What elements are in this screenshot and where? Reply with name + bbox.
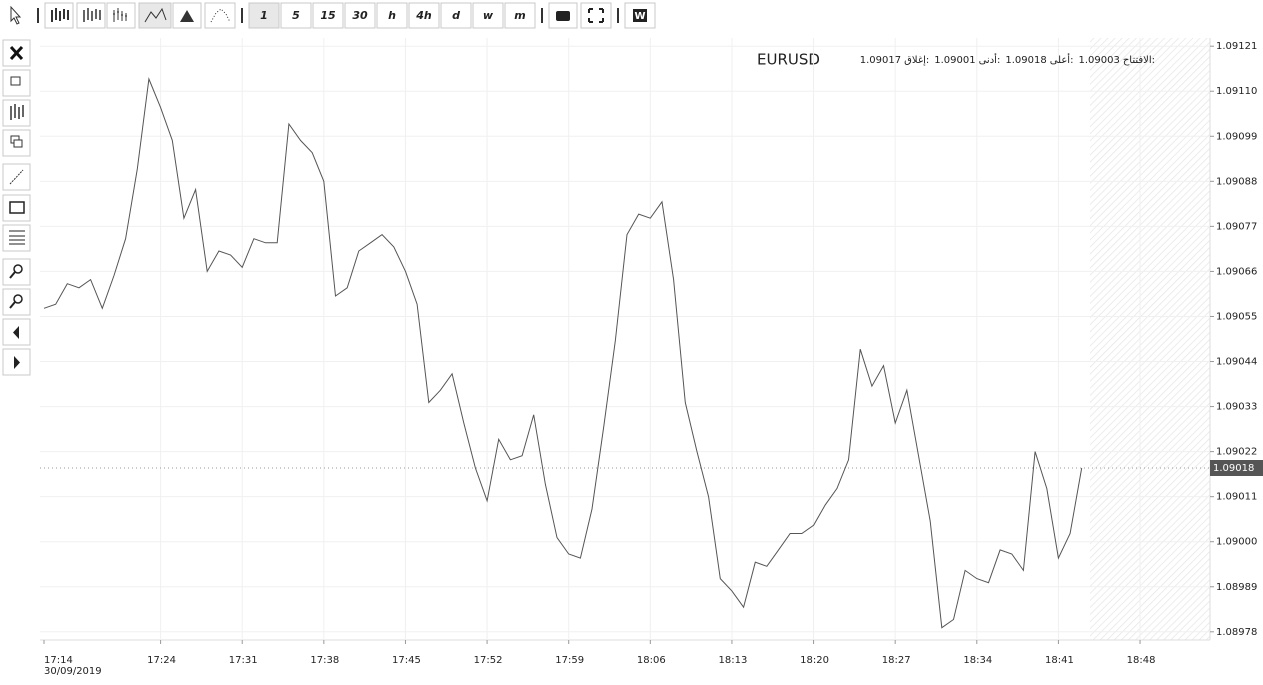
timeframe-label: 5 [292, 9, 300, 22]
y-tick-label: 1.09011 [1216, 492, 1257, 503]
y-tick-label: 1.09088 [1216, 176, 1257, 187]
icon [9, 271, 16, 279]
ohlc-value: 1.09018 [1005, 55, 1046, 66]
delete-button[interactable] [2, 39, 31, 67]
icon [9, 230, 25, 245]
x-tick-label: 17:52 [474, 655, 503, 666]
line-icon [144, 7, 167, 23]
x-tick-label: 17:59 [555, 655, 584, 666]
timeframe-label: 30 [352, 9, 368, 22]
remove-all-button[interactable] [2, 99, 31, 127]
y-tick-label: 1.09077 [1216, 221, 1257, 232]
x-tick-label: 17:38 [310, 655, 339, 666]
timeframe-button[interactable] [312, 2, 344, 29]
ohlc-value: 1.09003 [1078, 55, 1119, 66]
timeframe-button[interactable] [472, 2, 504, 29]
y-tick-label: 1.09044 [1216, 357, 1257, 368]
y-tick-label: 1.09099 [1216, 131, 1257, 142]
remove-select-button[interactable] [2, 69, 31, 97]
fullscreen-button[interactable] [580, 2, 612, 29]
candles-icon [51, 8, 69, 22]
x-tick-label: 17:14 [44, 655, 73, 666]
timeframe-label: 15 [320, 9, 336, 22]
x-tick-label: 18:48 [1127, 655, 1156, 666]
price-line [43, 77, 1083, 629]
future-area [1090, 38, 1210, 640]
timeframe-label: m [514, 9, 525, 22]
icon [13, 264, 23, 274]
hollow-candles-icon [83, 8, 101, 22]
symbol: EURUSD [757, 51, 820, 69]
icon [14, 356, 20, 369]
y-tick-label: 1.09055 [1216, 311, 1257, 322]
line-button[interactable] [138, 2, 172, 29]
icon [13, 294, 23, 304]
delete-icon [9, 45, 24, 61]
timeframe-label: d [452, 9, 460, 22]
x-tick-label: 18:27 [882, 655, 911, 666]
y-tick-label: 1.08978 [1216, 627, 1257, 638]
y-tick-label: 1.09033 [1216, 402, 1257, 413]
rectangle-button[interactable] [2, 194, 31, 222]
w-label: W [634, 11, 645, 22]
ohlc-label: أعلى: [1050, 53, 1074, 66]
x-tick-label: 18:20 [800, 655, 829, 666]
hollow-candles-button[interactable] [76, 2, 106, 29]
y-tick-label: 1.08989 [1216, 582, 1257, 593]
timeframe-button[interactable] [504, 2, 536, 29]
bars-icon [113, 8, 127, 22]
timeframe-button[interactable] [344, 2, 376, 29]
zoom-out-button[interactable] [2, 288, 31, 316]
x-tick-label: 18:34 [963, 655, 992, 666]
timeframe-label: 4h [415, 9, 432, 22]
dots-icon [210, 8, 231, 23]
last-price-label: 1.09018 [1213, 463, 1254, 474]
fib-button[interactable] [2, 224, 31, 252]
w-button[interactable] [624, 2, 656, 29]
icon [9, 201, 25, 214]
icon [10, 104, 24, 120]
top-toolbar: W [10, 2, 656, 29]
icon [9, 169, 24, 185]
icon [13, 326, 19, 339]
x-tick-label: 17:31 [229, 655, 258, 666]
x-tick-label: 17:45 [392, 655, 421, 666]
ohlc-label: إغلاق: [904, 55, 929, 66]
timeframe-label: 1 [260, 9, 268, 22]
y-tick-label: 1.09066 [1216, 266, 1257, 277]
x-tick-label: 18:06 [637, 655, 666, 666]
area-icon [180, 10, 194, 22]
timeframe-label: h [388, 9, 396, 22]
dots-button[interactable] [204, 2, 236, 29]
icon [10, 76, 21, 86]
y-tick-label: 1.09110 [1216, 86, 1257, 97]
y-tick-label: 1.09022 [1216, 447, 1257, 458]
y-tick-label: 1.09000 [1216, 537, 1257, 548]
zoom-in-button[interactable] [2, 258, 31, 286]
date-label: 30/09/2019 [44, 666, 102, 677]
x-tick-label: 17:24 [147, 655, 176, 666]
ohlc-value: 1.09017 [860, 55, 901, 66]
timeframe-button[interactable] [440, 2, 472, 29]
w-icon-bg [633, 9, 647, 22]
cursor-tool[interactable] [10, 5, 22, 25]
ohlc-label: الافتتاح: [1123, 55, 1155, 66]
left-toolbar [2, 39, 31, 376]
timeframe-label: w [483, 9, 494, 22]
x-tick-label: 18:13 [719, 655, 748, 666]
camera-icon [556, 11, 570, 21]
icon [13, 139, 23, 148]
x-tick-label: 18:41 [1045, 655, 1074, 666]
timeframe-button[interactable] [280, 2, 312, 29]
y-tick-label: 1.09121 [1216, 41, 1257, 52]
ohlc-label: أدنى: [979, 53, 1001, 66]
timeframe-button[interactable] [376, 2, 408, 29]
ohlc-value: 1.09001 [934, 55, 975, 66]
last-price-box [1210, 460, 1263, 476]
icon [9, 301, 16, 309]
timeframe-button[interactable] [248, 2, 280, 29]
timeframe-button[interactable] [408, 2, 440, 29]
fullscreen-icon [588, 8, 604, 23]
